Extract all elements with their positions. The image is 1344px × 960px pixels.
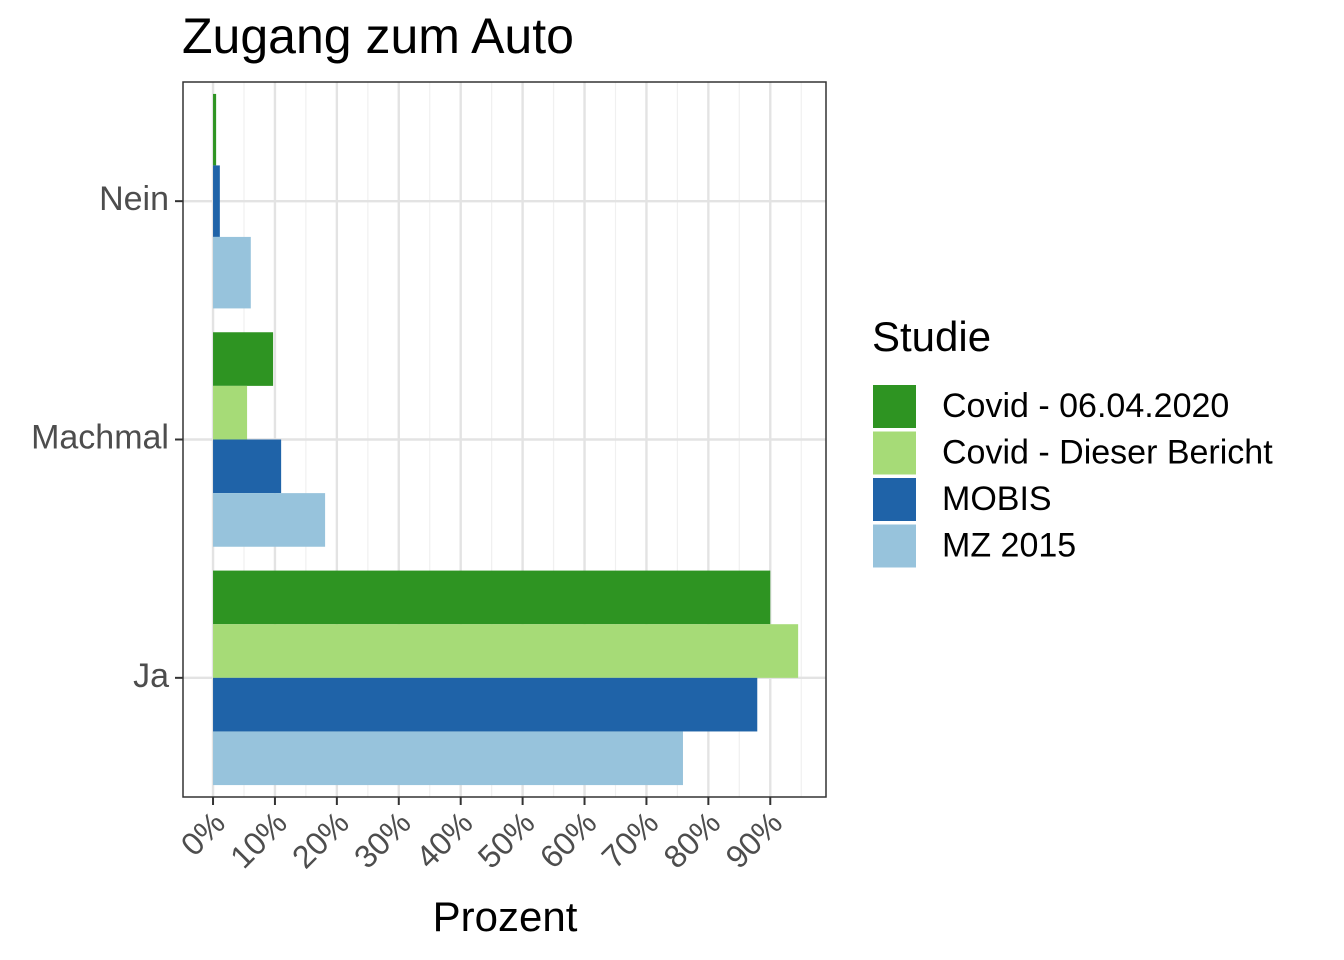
x-tick-label: 20% [285,804,356,875]
bar [213,93,217,166]
x-axis-title: Prozent [433,893,578,940]
bar [213,332,274,386]
bar [213,385,248,440]
x-tick-label: 60% [533,804,604,875]
x-tick-label: 70% [595,804,666,875]
legend-label: MZ 2015 [942,526,1076,564]
bar [213,731,683,786]
legend-key [873,385,916,428]
bar [213,570,771,625]
chart-title: Zugang zum Auto [182,8,574,64]
legend-key [873,431,916,475]
legend-label: Covid - 06.04.2020 [942,387,1229,425]
legend-key [873,478,916,521]
y-tick-label: Ja [133,657,169,695]
bar [213,439,282,494]
bar [213,677,758,732]
x-tick-label: 40% [409,804,480,875]
x-tick-label: 0% [174,804,232,862]
x-tick-label: 80% [657,804,728,875]
bar [213,624,799,678]
y-tick-label: Nein [99,180,169,218]
y-tick-label: Machmal [31,418,169,456]
x-tick-label: 50% [471,804,542,875]
x-tick-label: 30% [347,804,418,875]
legend-label: MOBIS [942,480,1052,518]
bar [213,493,326,547]
bar [213,165,220,237]
legend-key [873,524,916,568]
legend-label: Covid - Dieser Bericht [942,433,1273,471]
bar [213,236,251,309]
x-tick-label: 10% [223,804,294,875]
panel-border [182,81,827,798]
legend-title: Studie [872,313,991,360]
x-tick-label: 90% [718,804,789,875]
